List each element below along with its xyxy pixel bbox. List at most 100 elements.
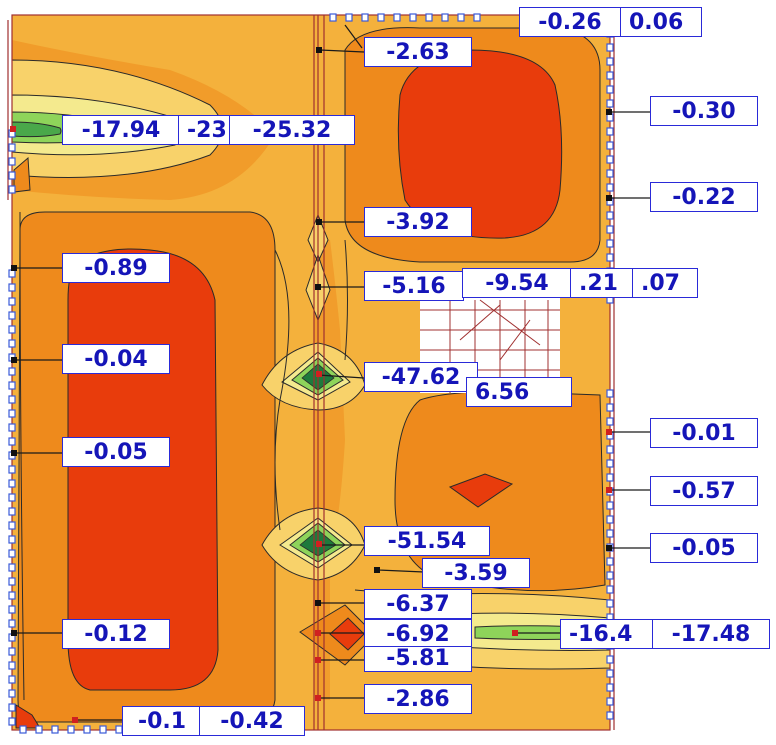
value-label: -0.01	[650, 418, 758, 448]
support-marker	[8, 591, 16, 600]
value-label: -0.12	[62, 619, 170, 649]
value-label: -25.32	[229, 115, 355, 145]
support-marker	[606, 389, 614, 398]
support-marker	[606, 403, 614, 412]
leader-lines	[14, 24, 650, 721]
support-marker	[606, 669, 614, 678]
support-marker	[377, 13, 385, 22]
support-marker	[8, 507, 16, 516]
support-marker	[606, 585, 614, 594]
value-label: -0.05	[62, 437, 170, 467]
support-marker	[83, 725, 91, 734]
value-label: 6.56	[466, 377, 572, 407]
support-marker	[606, 655, 614, 664]
support-marker	[8, 283, 16, 292]
support-marker	[8, 437, 16, 446]
support-marker	[8, 689, 16, 698]
value-label: -3.59	[422, 558, 530, 588]
support-marker	[606, 473, 614, 482]
value-label: -0.26	[519, 7, 621, 37]
value-label: -0.1	[122, 706, 202, 736]
support-marker	[8, 381, 16, 390]
support-marker	[425, 13, 433, 22]
value-label: -0.30	[650, 96, 758, 126]
support-marker	[8, 493, 16, 502]
support-marker	[8, 563, 16, 572]
support-marker	[8, 703, 16, 712]
support-marker	[606, 99, 614, 108]
value-label: -0.22	[650, 182, 758, 212]
support-marker	[8, 311, 16, 320]
value-label: -23	[178, 115, 230, 145]
support-marker	[8, 647, 16, 656]
support-marker	[409, 13, 417, 22]
support-marker	[606, 557, 614, 566]
support-marker	[8, 423, 16, 432]
point-markers	[11, 47, 612, 636]
support-marker	[606, 599, 614, 608]
support-marker	[393, 13, 401, 22]
support-marker	[8, 171, 16, 180]
support-marker	[345, 13, 353, 22]
support-marker	[606, 85, 614, 94]
support-marker	[606, 459, 614, 468]
support-marker	[51, 725, 59, 734]
support-marker	[473, 13, 481, 22]
support-marker	[8, 409, 16, 418]
support-marker	[606, 71, 614, 80]
support-marker	[8, 675, 16, 684]
support-marker	[8, 339, 16, 348]
value-label: -5.16	[364, 271, 464, 301]
value-label: -16.4	[560, 619, 654, 649]
value-label: -2.86	[364, 684, 472, 714]
support-marker	[8, 577, 16, 586]
support-marker	[606, 127, 614, 136]
support-marker	[606, 417, 614, 426]
support-marker	[606, 211, 614, 220]
support-marker	[457, 13, 465, 22]
support-marker	[8, 185, 16, 194]
support-marker	[8, 521, 16, 530]
support-marker	[8, 717, 16, 726]
support-marker	[361, 13, 369, 22]
support-marker	[8, 549, 16, 558]
value-label: -17.94	[62, 115, 180, 145]
support-marker	[19, 725, 27, 734]
value-label: -51.54	[364, 526, 490, 556]
support-marker	[606, 501, 614, 510]
red-markers	[10, 126, 612, 723]
support-marker	[8, 535, 16, 544]
support-marker	[606, 529, 614, 538]
support-marker	[8, 367, 16, 376]
support-marker	[8, 143, 16, 152]
value-label: 0.06	[620, 7, 702, 37]
support-marker	[8, 297, 16, 306]
support-marker	[606, 571, 614, 580]
value-label: -47.62	[364, 362, 478, 392]
support-marker	[8, 395, 16, 404]
support-marker	[606, 225, 614, 234]
lower-diamond	[299, 604, 376, 666]
left-contour-edge	[19, 211, 25, 701]
value-label: -0.42	[199, 706, 305, 736]
support-marker	[8, 661, 16, 670]
support-marker	[606, 183, 614, 192]
value-label: -6.92	[364, 619, 472, 649]
support-marker	[606, 253, 614, 262]
support-marker	[99, 725, 107, 734]
support-marker	[606, 141, 614, 150]
support-marker	[606, 169, 614, 178]
left-edge-spot-top	[13, 156, 31, 193]
support-marker	[606, 113, 614, 122]
support-marker	[606, 711, 614, 720]
support-marker	[67, 725, 75, 734]
value-label: -9.54	[462, 268, 572, 298]
value-label: .07	[632, 268, 698, 298]
support-marker	[8, 157, 16, 166]
value-label: -5.81	[364, 646, 472, 672]
value-label: -0.57	[650, 476, 758, 506]
support-marker	[606, 43, 614, 52]
value-label: -0.05	[650, 533, 758, 563]
support-marker	[606, 155, 614, 164]
support-marker	[606, 57, 614, 66]
